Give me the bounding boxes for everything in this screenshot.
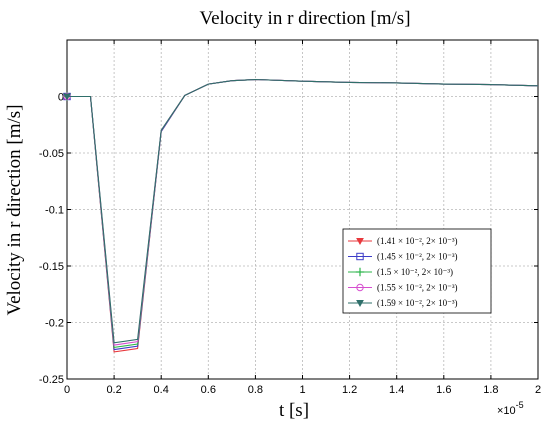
y-tick-label: -0.1	[45, 205, 64, 217]
legend-entry-1: (1.41 × 10⁻², 2× 10⁻³)	[377, 236, 458, 246]
grid-lines	[67, 40, 538, 379]
x-tick-label: 0	[64, 384, 70, 396]
y-axis-label: Velocity in r direction [m/s]	[4, 104, 25, 315]
x-tick-label: 1.8	[483, 384, 498, 396]
axis-ticks: 0 0.2 0.4 0.6 0.8 1 1.2 1.4 1.6 1.8 2 -0.25 -0.2 -0.1…	[39, 40, 541, 396]
x-axis-multiplier: ×10-5	[497, 400, 524, 417]
series-lines	[62, 78, 539, 353]
legend-marker-5	[356, 300, 364, 308]
y-tick-label: -0.05	[39, 148, 64, 160]
legend-marker-2	[356, 252, 364, 261]
legend-entry-2: (1.45 × 10⁻², 2× 10⁻³)	[377, 252, 458, 262]
x-tick-label: 2	[535, 384, 541, 396]
y-tick-label: -0.15	[39, 261, 64, 273]
y-tick-label: 0	[58, 92, 64, 104]
legend-marker-3	[355, 267, 365, 277]
x-multiplier-base: ×10	[497, 405, 516, 417]
x-tick-label: 0.4	[154, 384, 169, 396]
series-5-start-marker	[63, 93, 71, 101]
x-multiplier-exponent: -5	[516, 400, 524, 410]
legend-entry-5: (1.59 × 10⁻², 2× 10⁻³)	[377, 298, 458, 308]
legend-marker-4	[356, 283, 364, 292]
x-tick-label: 0.8	[248, 384, 263, 396]
x-tick-label: 0.6	[201, 384, 216, 396]
x-tick-label: 0.2	[106, 384, 121, 396]
x-tick-label: 1.2	[342, 384, 357, 396]
x-tick-label: 1.6	[436, 384, 451, 396]
legend: (1.41 × 10⁻², 2× 10⁻³) (1.45 × 10⁻², 2× 1…	[342, 228, 492, 314]
series-line-5	[67, 78, 539, 344]
x-tick-label: 1	[299, 384, 305, 396]
chart-title: Velocity in r direction [m/s]	[199, 8, 410, 29]
y-tick-label: -0.2	[45, 318, 64, 330]
x-axis-label: t [s]	[279, 400, 309, 421]
legend-entry-4: (1.55 × 10⁻², 2× 10⁻³)	[377, 283, 458, 293]
y-tick-label: -0.25	[39, 374, 64, 386]
x-tick-label: 1.4	[389, 384, 404, 396]
legend-marker-1	[356, 238, 364, 246]
legend-entry-3: (1.5 × 10⁻², 2× 10⁻³)	[377, 267, 453, 277]
legend-box	[342, 228, 492, 314]
